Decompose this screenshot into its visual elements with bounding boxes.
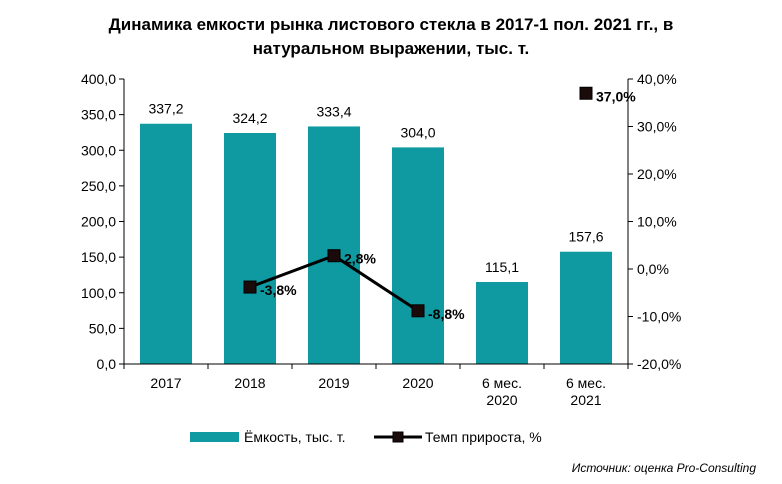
y-axis-left-tick-label: 50,0 (89, 320, 116, 336)
y-axis-left-tick-label: 200,0 (81, 214, 116, 230)
growth-data-label: 2,8% (344, 251, 376, 267)
growth-marker (411, 304, 425, 318)
y-axis-right-tick-label: 40,0% (637, 71, 677, 87)
legend-label-bar: Ёмкость, тыс. т. (244, 429, 346, 445)
bar-series: 337,2 324,2 333,4 304,0 115,1 157,6 (140, 101, 612, 365)
y-axis-left-tick-label: 250,0 (81, 178, 116, 194)
legend-swatch-bar (190, 432, 239, 442)
y-axis-left-tick-label: 400,0 (81, 71, 116, 87)
bar-data-label: 304,0 (400, 124, 435, 140)
y-axis-left: 0,0 50,0 100,0 150,0 200,0 250,0 300,0 350,0 400… (81, 71, 125, 372)
x-axis-tick-label: 2021 (570, 392, 601, 408)
y-axis-left-tick-label: 350,0 (81, 107, 116, 123)
source-note: Источник: оценка Pro-Consulting (572, 461, 757, 475)
y-axis-right-tick-label: -10,0% (637, 309, 681, 325)
bar (308, 126, 360, 364)
line-series: -3,8% 2,8% -8,8% 37,0% (243, 86, 636, 322)
growth-data-label: -8,8% (428, 306, 465, 322)
growth-marker (243, 280, 257, 294)
bar-data-label: 337,2 (148, 101, 183, 117)
x-axis-tick-label: 6 мес. (482, 375, 522, 391)
y-axis-right: -20,0% -10,0% 0,0% 10,0% 20,0% 30,0% 40,0% (627, 71, 681, 372)
bar (392, 147, 444, 364)
x-axis-tick-label: 2020 (486, 392, 517, 408)
x-axis-tick-label: 6 мес. (566, 375, 606, 391)
x-axis-tick-label: 2019 (318, 375, 349, 391)
legend: Ёмкость, тыс. т. Темп прироста, % (190, 429, 542, 445)
y-axis-left-tick-label: 100,0 (81, 285, 116, 301)
bar-data-label: 115,1 (485, 259, 519, 275)
growth-data-label: -3,8% (260, 282, 297, 298)
bar-data-label: 333,4 (316, 103, 351, 119)
y-axis-right-tick-label: 0,0% (637, 261, 669, 277)
bar (476, 281, 528, 364)
chart-title-line-1: Динамика емкости рынка листового стекла … (109, 15, 674, 34)
y-axis-right-tick-label: 10,0% (637, 214, 677, 230)
legend-label-line: Темп прироста, % (425, 429, 542, 445)
y-axis-right-tick-label: 30,0% (637, 119, 677, 135)
y-axis-left-tick-label: 150,0 (81, 249, 116, 265)
bar-data-label: 324,2 (232, 110, 267, 126)
bar (224, 133, 276, 364)
x-axis-tick-label: 2018 (234, 375, 265, 391)
x-axis-tick-label: 2017 (150, 375, 181, 391)
y-axis-left-tick-label: 0,0 (97, 356, 117, 372)
bar-data-label: 157,6 (568, 229, 603, 245)
y-axis-right-tick-label: 20,0% (637, 166, 677, 182)
chart-title-line-2: натуральном выражении, тыс. т. (253, 39, 530, 58)
y-axis-left-tick-label: 300,0 (81, 142, 116, 158)
bar (560, 251, 612, 364)
growth-data-label: 37,0% (596, 88, 636, 104)
growth-marker (327, 249, 341, 263)
y-axis-right-tick-label: -20,0% (637, 356, 681, 372)
x-axis-tick-label: 2020 (402, 375, 433, 391)
legend-swatch-marker (392, 431, 404, 443)
growth-marker (579, 86, 593, 100)
bar (140, 123, 192, 365)
